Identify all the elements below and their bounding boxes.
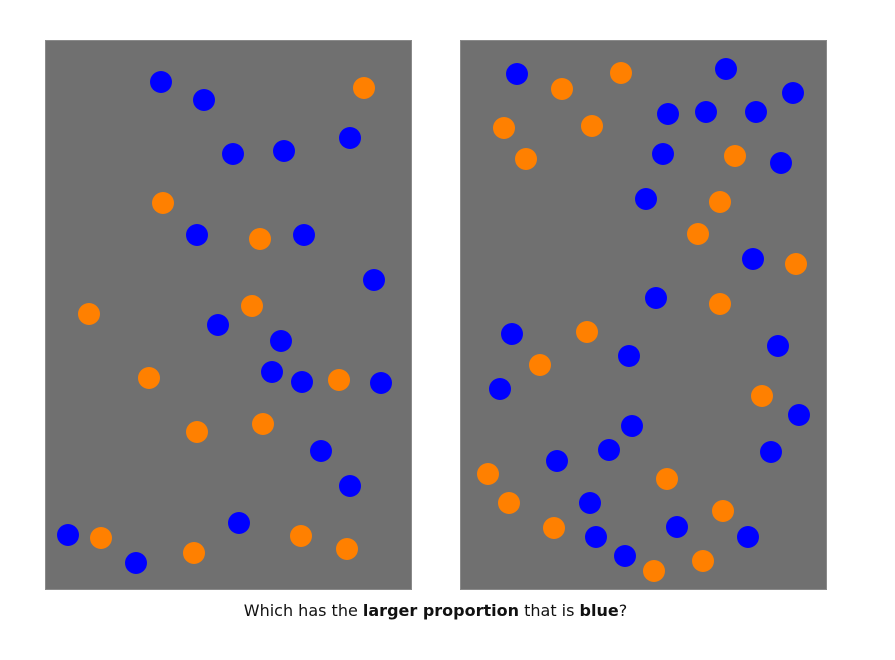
left-blue-dot	[150, 71, 172, 93]
left-blue-dot	[186, 224, 208, 246]
right-blue-dot	[618, 345, 640, 367]
right-orange-dot	[581, 115, 603, 137]
left-blue-dot	[339, 127, 361, 149]
left-orange-dot	[90, 527, 112, 549]
left-orange-dot	[290, 525, 312, 547]
left-blue-dot	[293, 224, 315, 246]
right-blue-dot	[614, 545, 636, 567]
right-blue-dot	[715, 58, 737, 80]
right-blue-dot	[585, 526, 607, 548]
left-blue-dot	[228, 512, 250, 534]
right-orange-dot	[610, 62, 632, 84]
left-blue-dot	[270, 330, 292, 352]
right-blue-dot	[621, 415, 643, 437]
question-part1: Which has the	[243, 601, 363, 620]
left-blue-dot	[273, 140, 295, 162]
right-blue-dot	[506, 63, 528, 85]
left-orange-dot	[186, 421, 208, 443]
left-orange-dot	[328, 369, 350, 391]
right-orange-dot	[656, 468, 678, 490]
right-orange-dot	[643, 560, 665, 582]
left-orange-dot	[353, 77, 375, 99]
left-orange-dot	[78, 303, 100, 325]
question-text: Which has the larger proportion that is …	[0, 601, 871, 620]
question-part2: that is	[519, 601, 580, 620]
right-orange-dot	[692, 550, 714, 572]
right-orange-dot	[712, 500, 734, 522]
right-orange-dot	[751, 385, 773, 407]
left-blue-dot	[261, 361, 283, 383]
right-blue-dot	[770, 152, 792, 174]
left-blue-dot	[370, 372, 392, 394]
right-blue-dot	[598, 439, 620, 461]
left-blue-dot	[125, 552, 147, 574]
right-orange-dot	[551, 78, 573, 100]
right-blue-dot	[635, 188, 657, 210]
right-blue-dot	[666, 516, 688, 538]
right-blue-dot	[501, 323, 523, 345]
left-orange-dot	[152, 192, 174, 214]
right-blue-dot	[645, 287, 667, 309]
left-orange-dot	[249, 228, 271, 250]
right-blue-dot	[657, 103, 679, 125]
left-blue-dot	[207, 314, 229, 336]
right-orange-dot	[529, 354, 551, 376]
left-blue-dot	[339, 475, 361, 497]
left-blue-dot	[222, 143, 244, 165]
right-orange-dot	[576, 321, 598, 343]
right-blue-dot	[546, 450, 568, 472]
right-orange-dot	[493, 117, 515, 139]
left-orange-dot	[336, 538, 358, 560]
right-blue-dot	[745, 101, 767, 123]
left-blue-dot	[363, 269, 385, 291]
question-emphasis-proportion: larger proportion	[362, 601, 520, 620]
right-blue-dot	[579, 492, 601, 514]
right-orange-dot	[687, 223, 709, 245]
right-blue-dot	[782, 82, 804, 104]
question-part3: ?	[618, 601, 628, 620]
left-orange-dot	[138, 367, 160, 389]
right-orange-dot	[785, 253, 807, 275]
right-blue-dot	[695, 101, 717, 123]
right-blue-dot	[737, 526, 759, 548]
right-blue-dot	[788, 404, 810, 426]
right-dots	[477, 58, 810, 582]
right-blue-dot	[742, 248, 764, 270]
right-orange-dot	[543, 517, 565, 539]
right-orange-dot	[724, 145, 746, 167]
left-dots	[57, 71, 392, 574]
right-blue-dot	[767, 335, 789, 357]
right-dot-panel[interactable]	[460, 40, 827, 590]
right-orange-dot	[477, 463, 499, 485]
right-orange-dot	[709, 293, 731, 315]
left-orange-dot	[241, 295, 263, 317]
right-blue-dot	[489, 378, 511, 400]
left-blue-dot	[310, 440, 332, 462]
right-orange-dot	[709, 191, 731, 213]
right-blue-dot	[652, 143, 674, 165]
left-blue-dot	[291, 371, 313, 393]
question-emphasis-blue: blue	[579, 601, 619, 620]
left-blue-dot	[193, 89, 215, 111]
right-orange-dot	[515, 148, 537, 170]
right-orange-dot	[498, 492, 520, 514]
left-blue-dot	[57, 524, 79, 546]
left-orange-dot	[183, 542, 205, 564]
left-orange-dot	[252, 413, 274, 435]
right-blue-dot	[760, 441, 782, 463]
left-dot-panel[interactable]	[45, 40, 412, 590]
